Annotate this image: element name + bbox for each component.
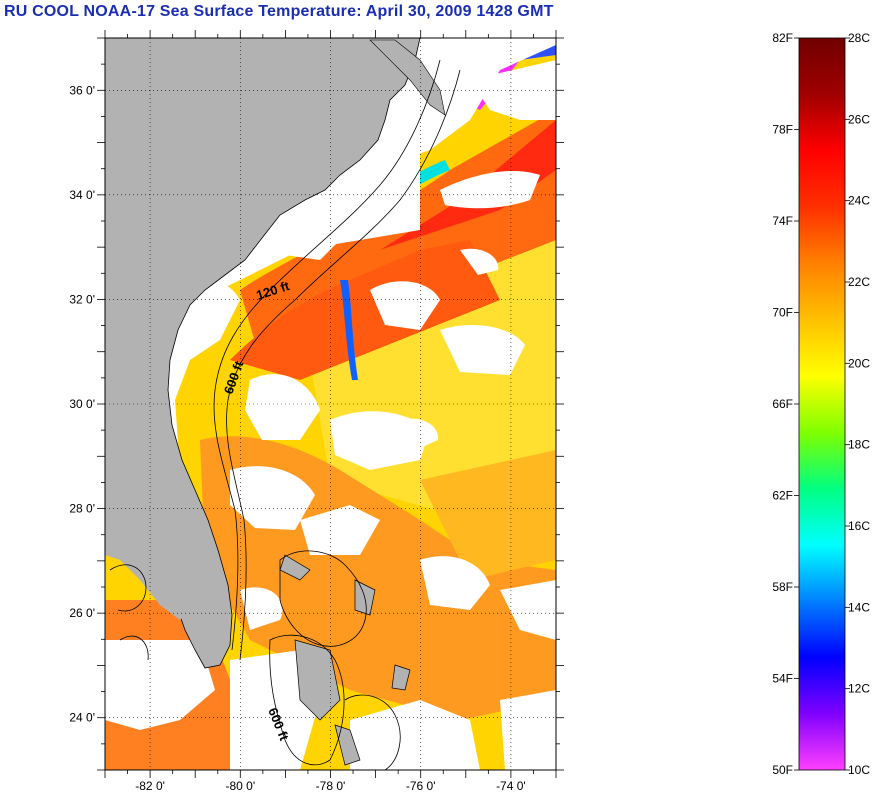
latitude-labels: 24 0' 26 0' 28 0' 30 0' 32 0' 34 0' 36 0': [69, 83, 95, 724]
bathymetry-contours: [109, 59, 461, 770]
colorbar-f-label: 58F: [772, 580, 793, 594]
outer-banks: [369, 39, 446, 116]
longitude-labels: -82 0' -80 0' -78 0' -76 0' -74 0': [135, 779, 525, 793]
colorbar-f-label: 82F: [772, 31, 793, 45]
gulf-stream-core: [230, 240, 500, 380]
colorbar-f-label: 74F: [772, 214, 793, 228]
colorbar-c-label: 20C: [848, 356, 870, 370]
colorbar-c-label: 22C: [848, 275, 870, 289]
axis-ticks: [97, 30, 564, 778]
lat-tick-label: 24 0': [69, 711, 95, 725]
colorbar-c-label: 16C: [848, 519, 870, 533]
cold-filament: [340, 280, 358, 380]
colorbar-gradient: [798, 37, 846, 771]
colorbar-c-label: 28C: [848, 31, 870, 45]
lat-tick-label: 36 0': [69, 83, 95, 97]
colorbar-c-label: 14C: [848, 600, 870, 614]
colorbar-c-label: 24C: [848, 194, 870, 208]
colorbar-f-label: 78F: [772, 123, 793, 137]
colorbar-celsius-labels: 28C 26C 24C 22C 20C 18C 16C 14C 12C 10C: [845, 31, 870, 777]
lat-tick-label: 30 0': [69, 397, 95, 411]
colorbar-f-label: 70F: [772, 306, 793, 320]
colorbar-f-label: 66F: [772, 397, 793, 411]
colorbar-fahrenheit-labels: 82F 78F 74F 70F 66F 62F 58F 54F 50F: [772, 31, 799, 777]
lat-tick-label: 28 0': [69, 502, 95, 516]
lon-tick-label: -80 0': [225, 779, 255, 793]
florida-gulf-coast: [105, 440, 200, 620]
colorbar-c-label: 10C: [848, 763, 870, 777]
lat-tick-label: 26 0': [69, 606, 95, 620]
colorbar-f-label: 62F: [772, 489, 793, 503]
lon-tick-label: -82 0': [135, 779, 165, 793]
lon-tick-label: -74 0': [496, 779, 526, 793]
colorbar-c-label: 12C: [848, 682, 870, 696]
colorbar-f-label: 54F: [772, 672, 793, 686]
lon-tick-label: -78 0': [316, 779, 346, 793]
map-title: RU COOL NOAA-17 Sea Surface Temperature:…: [4, 3, 554, 20]
lat-tick-label: 34 0': [69, 188, 95, 202]
colorbar-c-label: 26C: [848, 112, 870, 126]
bahamas-east-warm: [420, 450, 556, 580]
colorbar-c-label: 18C: [848, 438, 870, 452]
lat-tick-label: 32 0': [69, 292, 95, 306]
bahamas-islands: [279, 554, 411, 766]
colorbar-f-label: 50F: [772, 763, 793, 777]
lon-tick-label: -76 0': [406, 779, 436, 793]
